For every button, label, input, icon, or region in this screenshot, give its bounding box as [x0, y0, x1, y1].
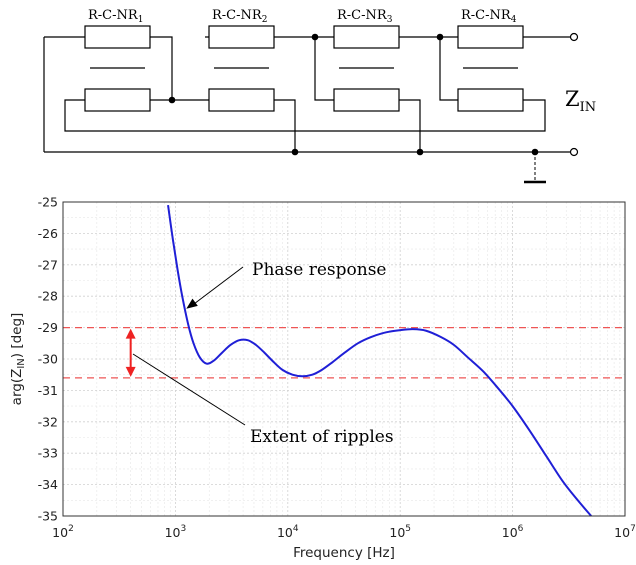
annotations: Phase response Extent of ripples — [132, 260, 394, 447]
junction-dot — [436, 33, 444, 41]
y-tick-label: -27 — [38, 257, 58, 272]
resistor-3-top — [333, 25, 400, 49]
port-label: ZIN — [565, 87, 596, 115]
y-axis-label-base: arg(Z — [9, 369, 25, 406]
y-axis-label-tail: ) [deg] — [9, 313, 25, 359]
block-label-1: R-C-NR1 — [88, 8, 143, 25]
svg-text:R-C-NR4: R-C-NR4 — [461, 8, 517, 25]
plot-frame — [62, 201, 626, 517]
ripples-label: Extent of ripples — [250, 427, 394, 447]
x-tick-label: 107 — [614, 524, 636, 540]
junctions — [168, 33, 539, 156]
grid — [62, 201, 626, 517]
block-label-1-sub: 1 — [138, 15, 144, 25]
svg-text:R-C-NR3: R-C-NR3 — [337, 8, 393, 25]
ripples-leader — [132, 353, 246, 426]
x-tick-base: 10 — [389, 525, 405, 540]
port-label-base: Z — [565, 87, 580, 111]
y-tick-label: -33 — [38, 446, 58, 461]
top-wire — [44, 36, 570, 100]
x-tick-labels: 102 103 104 105 106 107 — [52, 524, 636, 540]
resistor-2-top — [208, 25, 275, 49]
x-tick-base: 10 — [52, 525, 68, 540]
resistor-4-top — [457, 25, 524, 49]
x-tick-label: 106 — [502, 524, 524, 540]
port-label-sub: IN — [580, 100, 597, 115]
svg-text:R-C-NR1: R-C-NR1 — [88, 8, 143, 25]
terminal-bottom — [569, 147, 579, 157]
x-tick-exponent: 4 — [293, 524, 299, 534]
y-axis-label-sub: IN — [16, 358, 27, 368]
y-tick-label: -34 — [38, 477, 58, 492]
svg-text:R-C-NR2: R-C-NR2 — [212, 8, 267, 25]
resistor-4-bottom — [457, 88, 524, 112]
y-tick-label: -29 — [38, 320, 58, 335]
junction-dot — [531, 148, 539, 156]
x-tick-exponent: 3 — [180, 524, 186, 534]
y-tick-label: -28 — [38, 289, 58, 304]
x-tick-label: 104 — [277, 524, 299, 540]
x-tick-label: 103 — [165, 524, 187, 540]
block-label-4-sub: 4 — [511, 15, 517, 25]
y-tick-label: -30 — [38, 352, 58, 367]
terminal-top — [569, 32, 579, 42]
x-tick-exponent: 7 — [630, 524, 636, 534]
junction-dot — [311, 33, 319, 41]
phase-response-arrowhead — [186, 298, 198, 309]
circuit-diagram: R-C-NR1 R-C-NR2 R-C-NR3 R-C-NR4 — [43, 8, 596, 184]
reference-lines — [63, 326, 625, 379]
phase-response-label: Phase response — [252, 260, 386, 280]
x-tick-label: 102 — [52, 524, 74, 540]
x-axis-label: Frequency [Hz] — [293, 545, 395, 561]
block-label-3-base: R-C-NR — [337, 8, 388, 23]
ripple-arrow-head-bottom — [125, 366, 136, 377]
x-tick-label: 105 — [389, 524, 411, 540]
y-tick-label: -26 — [38, 226, 58, 241]
block-label-2-sub: 2 — [262, 15, 268, 25]
y-tick-label: -25 — [38, 195, 58, 210]
block-label-3: R-C-NR3 — [337, 8, 393, 25]
y-tick-label: -35 — [38, 509, 58, 524]
resistor-2-bottom — [208, 88, 275, 112]
x-tick-base: 10 — [502, 525, 518, 540]
x-tick-exponent: 2 — [68, 524, 74, 534]
y-tick-labels: -25 -26 -27 -28 -29 -30 -31 -32 -33 -34 -35 — [38, 195, 58, 524]
y-tick-label: -32 — [38, 414, 58, 429]
ripple-arrow-head-top — [125, 328, 136, 339]
block-label-4: R-C-NR4 — [461, 8, 517, 25]
resistor-3-bottom — [333, 88, 400, 112]
junction-dot — [168, 96, 176, 104]
x-tick-base: 10 — [277, 525, 293, 540]
mid-row-wires — [150, 37, 458, 152]
block-label-4-base: R-C-NR — [461, 8, 512, 23]
phase-response-leader — [193, 266, 244, 305]
block-label-2-base: R-C-NR — [212, 8, 263, 23]
x-tick-base: 10 — [614, 525, 630, 540]
resistor-1-top — [84, 25, 151, 49]
x-tick-base: 10 — [165, 525, 181, 540]
block-label-2: R-C-NR2 — [212, 8, 267, 25]
junction-dot — [416, 148, 424, 156]
ripple-extent-marker — [125, 328, 136, 377]
x-tick-exponent: 5 — [405, 524, 411, 534]
resistor-1-bottom — [84, 88, 151, 112]
junction-dot — [291, 148, 299, 156]
phase-curve — [167, 205, 592, 517]
y-axis-label: arg(ZIN) [deg] — [9, 313, 27, 406]
x-tick-exponent: 6 — [518, 524, 524, 534]
block-label-1-base: R-C-NR — [88, 8, 139, 23]
block-label-3-sub: 3 — [387, 15, 393, 25]
y-tick-label: -31 — [38, 383, 58, 398]
inner-loop — [64, 99, 546, 132]
